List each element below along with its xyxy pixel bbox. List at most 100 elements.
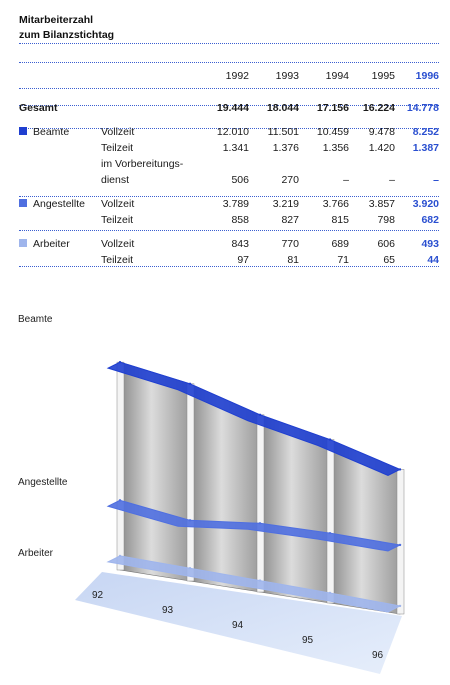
table-cell: –	[433, 174, 439, 186]
data-point-arbeiter	[328, 591, 332, 595]
year-header: 1996	[415, 70, 439, 82]
arbeiter-swatch	[19, 239, 27, 247]
table-row: Angestellte Vollzeit 3.789 3.219 3.766 3…	[19, 196, 439, 212]
divider	[19, 196, 439, 197]
area-chart-3d: 92 93 94 95 96 Beamte Angestellte Arbeiter	[18, 314, 405, 674]
table-cell: 493	[421, 238, 439, 250]
table-cell: 44	[427, 254, 439, 266]
table-row: dienst 506 270 – – –	[19, 172, 439, 188]
angestellte-swatch	[19, 199, 27, 207]
chart-column-post	[326, 439, 335, 604]
x-tick-label: 96	[372, 650, 384, 661]
table-cell: 770	[281, 238, 299, 250]
chart-column-post	[256, 414, 265, 593]
table-cell: 16.224	[362, 102, 395, 114]
row-subcategory: Vollzeit	[101, 198, 135, 210]
table-cell: 606	[377, 238, 395, 250]
employee-table: 1992 1993 1994 1995 1996 Gesamt 19.444 1…	[19, 68, 439, 268]
row-subcategory: Teilzeit	[101, 214, 134, 226]
table-cell: 815	[331, 214, 349, 226]
table-row: im Vorbereitungs-	[19, 156, 439, 172]
data-point-angestellte	[188, 519, 192, 522]
table-cell: 1.420	[368, 142, 395, 154]
chart-floor	[75, 572, 402, 674]
table-cell: 827	[281, 214, 299, 226]
data-point-angestellte	[328, 531, 332, 535]
row-subcategory: Vollzeit	[101, 126, 135, 138]
row-subcategory: Teilzeit	[101, 142, 134, 154]
data-point-beamte	[398, 468, 402, 471]
table-row: Teilzeit 858 827 815 798 682	[19, 212, 439, 228]
data-point-beamte	[328, 438, 332, 441]
table-cell: 18.044	[266, 102, 299, 114]
x-tick-label: 92	[92, 590, 104, 601]
table-cell: 1.356	[322, 142, 349, 154]
table-cell: 270	[281, 174, 299, 186]
divider	[19, 105, 439, 106]
table-cell: 3.789	[222, 198, 249, 210]
row-category: Arbeiter	[33, 238, 70, 250]
table-cell: 682	[421, 214, 439, 226]
legend-angestellte: Angestellte	[18, 477, 68, 488]
year-header: 1995	[371, 70, 395, 82]
data-point-arbeiter	[118, 554, 122, 558]
chart-legend: Beamte Angestellte Arbeiter	[18, 314, 68, 559]
table-cell: 3.219	[272, 198, 299, 210]
divider	[19, 230, 439, 231]
table-cell: 1.387	[412, 142, 439, 154]
table-cell: 3.857	[368, 198, 395, 210]
legend-beamte: Beamte	[18, 314, 53, 325]
year-header: 1992	[225, 70, 249, 82]
table-cell: 8.252	[412, 126, 439, 138]
table-cell: 843	[231, 238, 249, 250]
table-title-line-1: Mitarbeiterzahl	[19, 14, 94, 26]
table-row: Beamte Vollzeit 12.010 11.501 10.459 9.4…	[19, 124, 439, 140]
table-cell: 3.766	[322, 198, 349, 210]
table-title: Mitarbeiterzahl zum Bilanzstichtag	[19, 13, 439, 43]
row-subcategory: Teilzeit	[101, 254, 134, 266]
table-cell: 1.341	[222, 142, 249, 154]
row-category: Gesamt	[19, 102, 58, 114]
table-cell: 858	[231, 214, 249, 226]
table-cell: –	[389, 174, 395, 186]
table-cell: 81	[287, 254, 299, 266]
series-ribbon-angestellte	[106, 499, 402, 552]
chart-column-post	[396, 469, 405, 615]
table-cell: 1.376	[272, 142, 299, 154]
series-ribbon-beamte	[106, 361, 402, 476]
table-cell: –	[343, 174, 349, 186]
chart-walls	[116, 361, 405, 615]
row-subcategory: im Vorbereitungs-	[101, 158, 184, 170]
data-point-beamte	[118, 360, 122, 364]
row-category: Angestellte	[33, 198, 85, 210]
table-cell: 14.778	[406, 102, 439, 114]
chart-wall-panel	[119, 361, 191, 582]
table-cell: 10.459	[316, 126, 349, 138]
divider	[19, 128, 439, 129]
table-cell: 3.920	[412, 198, 439, 210]
table-cell: 506	[231, 174, 249, 186]
table-cell: 689	[331, 238, 349, 250]
chart-column-post	[116, 361, 125, 571]
table-row: Teilzeit 1.341 1.376 1.356 1.420 1.387	[19, 140, 439, 156]
divider	[19, 88, 439, 89]
data-point-arbeiter	[188, 567, 192, 570]
data-point-arbeiter	[258, 579, 262, 582]
data-point-arbeiter	[398, 604, 402, 608]
data-point-angestellte	[258, 522, 262, 525]
divider	[19, 43, 439, 44]
table-cell: 19.444	[216, 102, 249, 114]
table-title-line-2: zum Bilanzstichtag	[19, 29, 115, 41]
divider	[19, 266, 439, 267]
chart-ribbons	[106, 360, 402, 613]
chart-column-post	[186, 383, 195, 582]
year-header: 1994	[325, 70, 349, 82]
data-point-beamte	[188, 382, 192, 385]
year-header: 1993	[275, 70, 299, 82]
series-ribbon-arbeiter	[106, 555, 402, 613]
table-row: Gesamt 19.444 18.044 17.156 16.224 14.77…	[19, 100, 439, 116]
data-point-angestellte	[398, 543, 402, 547]
table-cell: 798	[377, 214, 395, 226]
chart-x-ticks: 92 93 94 95 96	[92, 590, 384, 661]
table-row: Teilzeit 97 81 71 65 44	[19, 252, 439, 268]
